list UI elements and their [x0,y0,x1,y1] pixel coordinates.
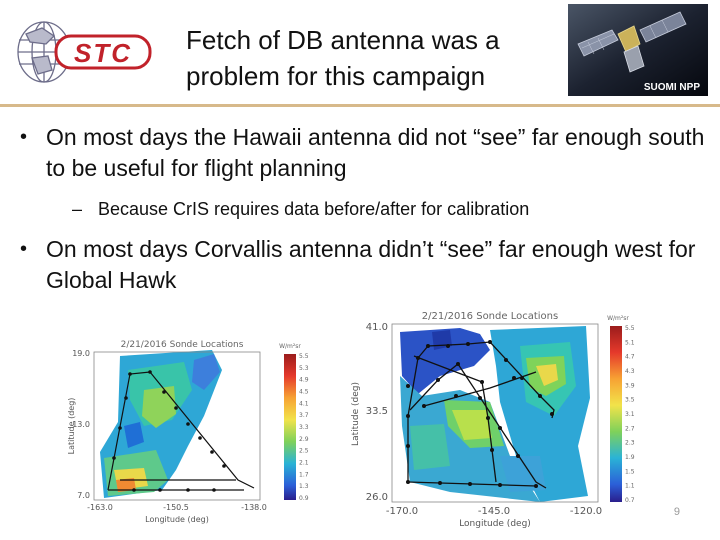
sonde-markers [112,370,226,492]
plot-frame [391,323,599,503]
x-axis-label: Longitude (deg) [145,515,209,524]
y-tick: 26.0 [366,492,388,503]
colorbar-tick: 4.3 [625,368,635,375]
bullet-item: • On most days the Hawaii antenna did no… [20,122,710,184]
sonde-map-corvallis: 2/21/2016 Sonde Locations [351,311,635,529]
colorbar-tick: 2.3 [625,440,635,447]
colorbar-tick: 4.7 [625,354,635,361]
x-tick: -163.0 [87,503,113,512]
colorbar-tick: 2.5 [299,448,309,455]
x-tick: -170.0 [386,506,418,517]
colorbar-tick: 2.1 [299,460,309,467]
y-tick: 33.5 [366,406,388,417]
slide-title: Fetch of DB antenna was a problem for th… [186,22,556,94]
sub-bullet-item: – Because CrIS requires data before/afte… [72,196,710,222]
colorbar-tick: 2.9 [299,436,309,443]
bullet-dot: • [20,126,28,148]
y-tick: 13.0 [72,420,90,429]
colorbar-tick: 1.1 [625,483,635,490]
colorbar-tick: 1.9 [625,454,635,461]
colorbar-tick: 5.5 [299,353,309,360]
y-axis-label: Latitude (deg) [67,398,76,455]
colorbar-tick: 3.5 [625,397,635,404]
satellite-label: SUOMI NPP [644,82,700,93]
bullet-text: On most days the Hawaii antenna did not … [46,124,705,181]
y-tick: 41.0 [366,322,388,333]
satellite-icon [577,11,687,73]
sonde-markers [406,340,554,488]
colorbar-label: W/m²sr [279,343,301,350]
title-line-2: problem for this campaign [186,61,486,91]
logo-text: STC [74,38,132,68]
colorbar-tick: 1.7 [299,471,309,478]
colorbar-tick: 4.9 [299,377,309,384]
swath-field [100,350,222,498]
title-line-1: Fetch of DB antenna was a [186,25,500,55]
colorbar: W/m²sr 5.5 5.3 4.9 4.5 4.1 3.7 3.3 2.9 2.5 2.1 1.7… [279,343,309,502]
colorbar-tick: 3.7 [299,412,309,419]
x-tick: -145.0 [478,506,510,517]
colorbar-tick: 1.3 [299,483,309,490]
y-axis-label: Latitude (deg) [351,382,361,446]
title-divider [0,104,720,107]
page-number: 9 [673,506,680,518]
colorbar-tick: 3.1 [625,411,635,418]
colorbar-tick: 4.1 [299,400,309,407]
sonde-map-hawaii: 2/21/2016 Sonde Locations 19 [67,340,309,524]
bullet-text: On most days Corvallis antenna didn’t “s… [46,236,696,293]
colorbar-tick: 0.9 [299,495,309,502]
bullet-list: • On most days the Hawaii antenna did no… [20,122,710,296]
colorbar-tick: 5.5 [625,325,635,332]
plot-frame [93,351,261,501]
bullet-dash: – [72,199,83,219]
colorbar-tick: 3.9 [625,382,635,389]
y-tick: 7.0 [77,491,90,500]
bullet-item: • On most days Corvallis antenna didn’t … [20,234,710,296]
x-tick: -138.0 [241,503,267,512]
colorbar-tick: 0.7 [625,497,635,504]
y-tick: 19.0 [72,349,90,358]
sub-bullet-text: Because CrIS requires data before/after … [98,199,530,219]
stc-logo: STC [17,21,152,83]
colorbar-tick: 5.1 [625,339,635,346]
colorbar-tick: 5.3 [299,365,309,372]
bullet-dot: • [20,238,28,260]
colorbar-tick: 3.3 [299,424,309,431]
colorbar: W/m²sr 5.5 5.1 4.7 4.3 3.9 3.5 3.1 2.7 2.3 1.9 1.5… [607,315,635,504]
x-tick: -120.0 [570,506,602,517]
x-tick: -150.5 [163,503,189,512]
satellite-image: SUOMI NPP [568,4,708,96]
chart-title: 2/21/2016 Sonde Locations [121,340,244,350]
x-axis-label: Longitude (deg) [459,519,531,529]
colorbar-tick: 1.5 [625,468,635,475]
colorbar-tick: 4.5 [299,389,309,396]
chart-title: 2/21/2016 Sonde Locations [422,311,558,322]
colorbar-tick: 2.7 [625,425,635,432]
colorbar-label: W/m²sr [607,315,629,322]
